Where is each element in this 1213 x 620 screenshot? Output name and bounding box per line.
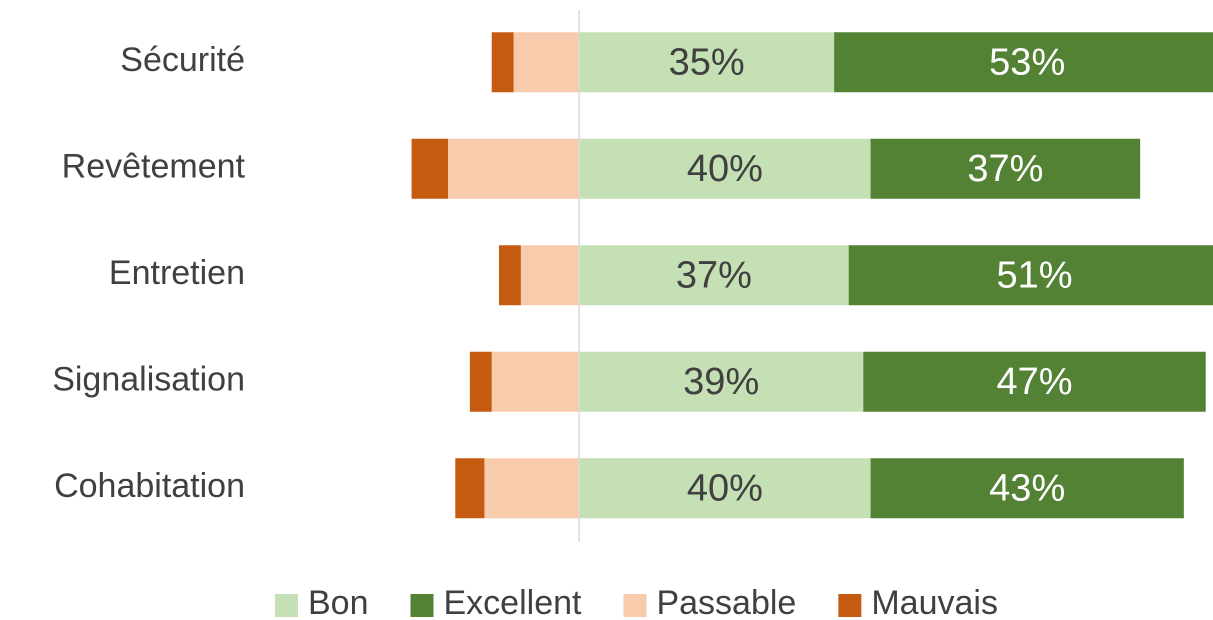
bar-segment xyxy=(499,245,521,306)
value-label: 39% xyxy=(683,361,759,403)
value-label: 40% xyxy=(687,148,763,190)
bar-segment xyxy=(834,32,1213,93)
legend-swatch xyxy=(410,594,434,617)
value-label: 43% xyxy=(989,467,1065,509)
bar-segment xyxy=(491,351,580,412)
value-label: 53% xyxy=(989,41,1065,83)
legend-label: Passable xyxy=(656,584,796,620)
bar-segment xyxy=(448,138,580,199)
value-label: 51% xyxy=(996,254,1072,296)
category-label: Signalisation xyxy=(52,361,245,399)
value-label: 40% xyxy=(687,467,763,509)
legend-swatch xyxy=(275,594,298,617)
category-label: Entretien xyxy=(109,254,245,292)
legend-swatch xyxy=(623,594,647,617)
bar-segment xyxy=(579,245,849,306)
bar-segment xyxy=(579,351,864,412)
category-label: Sécurité xyxy=(120,41,245,79)
bar-segment xyxy=(863,351,1206,412)
bar-segment xyxy=(513,32,580,93)
bar-segment xyxy=(491,32,514,93)
bar-segment xyxy=(870,138,1141,199)
legend-label: Mauvais xyxy=(871,584,998,620)
bar-segment xyxy=(848,245,1213,306)
value-label: 37% xyxy=(676,254,752,296)
category-label: Cohabitation xyxy=(54,467,245,505)
bar-segment xyxy=(484,458,580,519)
category-label: Revêtement xyxy=(62,148,246,186)
bar-segment xyxy=(870,458,1184,519)
bar-segment xyxy=(520,245,580,306)
bar-segment xyxy=(579,32,835,93)
value-label: 37% xyxy=(967,148,1043,190)
bar-segment xyxy=(455,458,485,519)
bar-segment xyxy=(579,458,871,519)
legend-swatch xyxy=(838,594,862,617)
bar-segment xyxy=(469,351,492,412)
value-label: 47% xyxy=(996,361,1072,403)
legend-label: Excellent xyxy=(444,584,583,620)
bar-segment xyxy=(579,138,871,199)
value-label: 35% xyxy=(669,41,745,83)
legend-label: Bon xyxy=(308,584,369,620)
bar-segment xyxy=(411,138,448,199)
